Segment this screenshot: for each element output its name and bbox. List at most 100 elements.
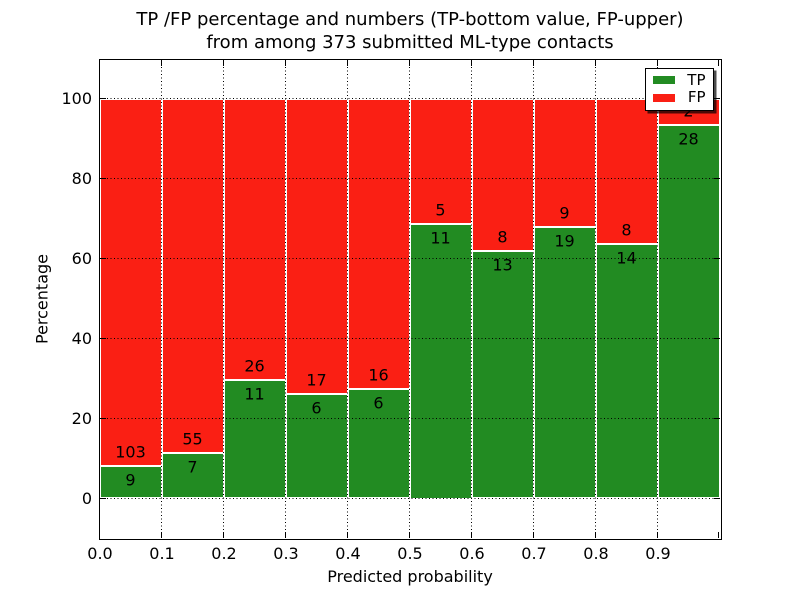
horizontal-gridline (99, 98, 720, 99)
fp-count-label: 2 (683, 101, 694, 121)
bar-fp-segment (347, 98, 410, 390)
y-tick-mark (99, 98, 106, 99)
x-tick-mark (471, 59, 472, 66)
y-tick-mark (713, 418, 720, 419)
y-tick-label: 60 (71, 249, 92, 268)
x-tick-label: 0.0 (87, 544, 113, 563)
fp-count-label: 5 (435, 200, 446, 219)
vertical-gridline (657, 59, 658, 538)
fp-count-label: 55 (182, 429, 203, 449)
plot-area: 103 9 55 7 26 11 17 6 16 6 5 11 8 13 9 19 8 14 2 28 TP FP (98, 58, 722, 540)
x-tick-mark (347, 59, 348, 66)
y-tick-mark (713, 98, 720, 99)
x-tick-mark (99, 59, 100, 66)
y-tick-label: 80 (71, 169, 92, 188)
bar-fp-segment (161, 98, 224, 454)
legend: TP FP (644, 67, 714, 111)
fp-count-label: 16 (368, 365, 389, 385)
fp-count-label: 17 (306, 370, 327, 390)
horizontal-gridline (99, 258, 720, 259)
bar-tp-segment (595, 243, 658, 499)
vertical-gridline (285, 59, 286, 538)
x-tick-label: 0.4 (335, 544, 361, 563)
x-tick-mark (99, 531, 100, 538)
bar-tp-segment (409, 223, 472, 499)
x-tick-mark (409, 59, 410, 66)
legend-tp-label: TP (687, 70, 706, 89)
x-tick-mark (223, 531, 224, 538)
horizontal-gridline (99, 418, 720, 419)
x-tick-mark (657, 531, 658, 538)
legend-fp-label: FP (687, 88, 706, 107)
bar-fp-segment (285, 98, 348, 395)
tp-swatch-icon (652, 76, 675, 85)
tp-count-label: 13 (492, 255, 513, 275)
chart-title-line1: TP /FP percentage and numbers (TP-bottom… (136, 9, 684, 30)
bar-fp-segment (223, 98, 286, 380)
bar-tp-segment (533, 227, 596, 499)
fp-count-label: 26 (244, 356, 265, 376)
x-tick-label: 0.9 (645, 544, 671, 563)
y-tick-mark (713, 338, 720, 339)
x-tick-mark (533, 59, 534, 66)
tp-count-label: 19 (554, 231, 575, 251)
y-tick-label: 0 (81, 489, 92, 508)
horizontal-gridline (99, 498, 720, 499)
bar-tp-segment (471, 250, 534, 499)
tp-count-label: 28 (678, 129, 699, 149)
x-tick-mark (657, 59, 658, 66)
fp-count-label: 9 (559, 203, 570, 223)
x-tick-mark (223, 59, 224, 66)
legend-entry-tp: TP (652, 70, 706, 89)
tp-count-label: 7 (187, 457, 198, 477)
y-tick-mark (713, 498, 720, 499)
x-tick-label: 0.8 (583, 544, 609, 563)
x-axis-title: Predicted probability (327, 567, 493, 586)
x-tick-label: 0.2 (211, 544, 237, 563)
x-tick-mark (718, 59, 719, 66)
fp-count-label: 8 (621, 220, 632, 240)
vertical-gridline (595, 59, 596, 538)
x-tick-mark (409, 531, 410, 538)
x-tick-mark (595, 59, 596, 66)
bar-fp-segment (595, 98, 658, 244)
fp-count-label: 8 (497, 227, 508, 247)
x-tick-mark (471, 531, 472, 538)
x-tick-label: 0.5 (397, 544, 423, 563)
legend-entry-fp: FP (652, 88, 706, 107)
y-tick-mark (99, 258, 106, 259)
bar-tp-segment (99, 466, 162, 499)
y-axis-title: Percentage (32, 253, 52, 345)
y-tick-label: 40 (71, 329, 92, 348)
x-tick-mark (161, 59, 162, 66)
vertical-gridline (347, 59, 348, 538)
bar-tp-segment (285, 394, 348, 499)
tp-count-label: 6 (311, 398, 322, 418)
x-tick-mark (285, 59, 286, 66)
x-tick-label: 0.3 (273, 544, 299, 563)
chart-title: TP /FP percentage and numbers (TP-bottom… (100, 8, 720, 54)
vertical-gridline (161, 59, 162, 538)
x-tick-mark (718, 531, 719, 538)
x-tick-label: 0.6 (459, 544, 485, 563)
bar-fp-segment (99, 98, 162, 467)
x-tick-mark (347, 531, 348, 538)
vertical-gridline (471, 59, 472, 538)
fp-count-label: 103 (115, 442, 146, 462)
tp-count-label: 6 (373, 393, 384, 413)
bar-fp-segment (471, 98, 534, 251)
tp-count-label: 11 (244, 384, 265, 404)
x-tick-label: 0.7 (521, 544, 547, 563)
y-tick-mark (99, 338, 106, 339)
chart-title-line2: from among 373 submitted ML-type contact… (206, 32, 614, 53)
bar-tp-segment (223, 379, 286, 499)
vertical-gridline (223, 59, 224, 538)
bar-tp-segment (657, 125, 720, 499)
x-tick-mark (595, 531, 596, 538)
horizontal-gridline (99, 338, 720, 339)
horizontal-gridline (99, 178, 720, 179)
x-tick-mark (533, 531, 534, 538)
y-tick-mark (713, 258, 720, 259)
tp-count-label: 14 (616, 248, 637, 268)
